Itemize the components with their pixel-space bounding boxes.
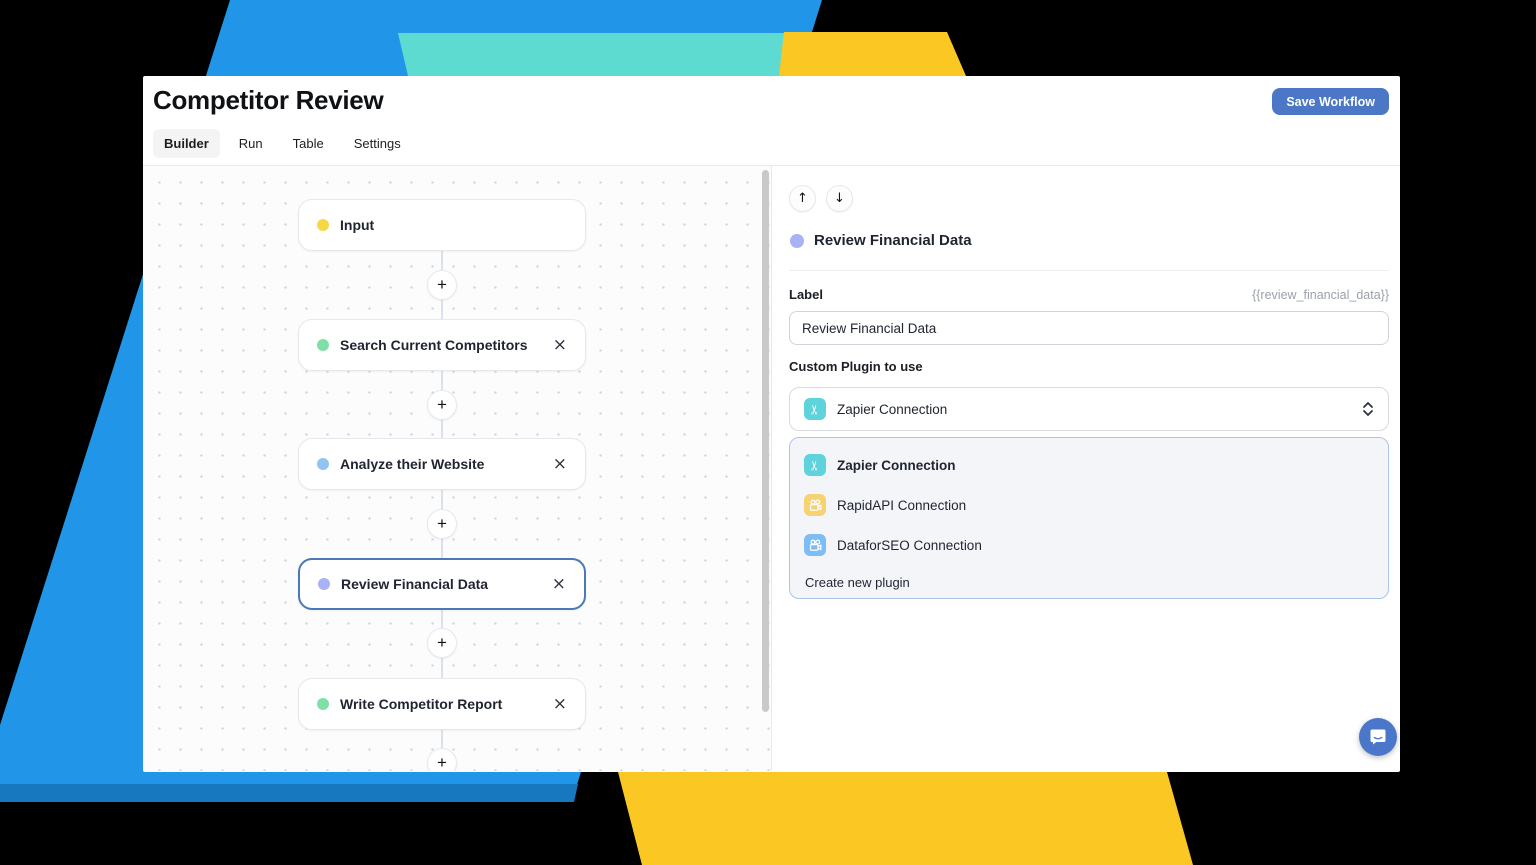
node-status-dot [317,698,329,710]
canvas-scrollbar[interactable] [762,170,769,712]
node-search-current-competitors[interactable]: Search Current Competitors × [298,319,586,371]
yellow-parallelogram-bottom [618,772,1193,865]
node-connector-line [441,221,443,771]
plugin-select[interactable]: ✂ Zapier Connection [789,387,1389,431]
node-label: Analyze their Website [340,456,485,472]
node-status-dot [317,219,329,231]
label-field-header: Label {{review_financial_data}} [789,287,1389,302]
label-field-label: Label [789,287,823,302]
add-step-button[interactable]: + [427,748,457,771]
label-input[interactable] [789,311,1389,345]
blue-parallelogram-edge [0,784,578,802]
tab-run[interactable]: Run [238,136,263,151]
teal-trapezoid [398,33,796,76]
close-icon[interactable]: × [551,573,566,594]
close-icon[interactable]: × [552,334,567,355]
selected-node-heading: Review Financial Data [790,232,972,249]
save-workflow-button[interactable]: Save Workflow [1272,88,1389,115]
node-review-financial-data[interactable]: Review Financial Data × [298,558,586,610]
node-label: Review Financial Data [341,576,489,592]
scissors-icon: ✂ [804,398,826,420]
node-status-dot [317,339,329,351]
tab-builder[interactable]: Builder [153,129,220,158]
node-status-dot [318,578,330,590]
divider [789,270,1389,271]
tab-table[interactable]: Table [292,136,324,151]
node-write-competitor-report[interactable]: Write Competitor Report × [298,678,586,730]
add-step-button[interactable]: + [427,270,457,300]
node-label: Write Competitor Report [340,696,503,712]
app-window: Competitor Review Save Workflow Builder … [143,76,1400,772]
move-up-button[interactable]: ↑ [789,185,816,212]
move-down-button[interactable]: ↓ [826,185,853,212]
close-icon[interactable]: × [552,693,567,714]
tab-settings[interactable]: Settings [353,136,401,151]
node-analyze-their-website[interactable]: Analyze their Website × [298,438,586,490]
dropdown-option-zapier-connection[interactable]: ✂ Zapier Connection [790,445,1388,485]
add-step-button[interactable]: + [427,509,457,539]
label-field-token: {{review_financial_data}} [1252,288,1389,302]
create-new-plugin-option[interactable]: Create new plugin [805,574,910,590]
video-camera-icon [804,494,826,516]
node-status-dot [790,233,804,248]
plugin-select-value: Zapier Connection [837,401,948,417]
chat-launcher-button[interactable] [1359,718,1397,756]
node-label: Search Current Competitors [340,337,528,353]
dropdown-option-dataforseo-connection[interactable]: DataforSEO Connection [790,525,1388,565]
tab-bar: Builder Run Table Settings [153,129,412,158]
plugin-dropdown-list: ✂ Zapier Connection [789,437,1389,599]
add-step-button[interactable]: + [427,390,457,420]
app-header: Competitor Review Save Workflow Builder … [143,76,1400,166]
scissors-icon: ✂ [804,454,826,476]
video-camera-icon [804,534,826,556]
plugin-field-label: Custom Plugin to use [789,359,923,374]
add-step-button[interactable]: + [427,628,457,658]
node-label: Input [340,217,375,233]
workflow-canvas[interactable]: Input + Search Current Competitors × + A… [143,166,772,771]
dropdown-option-rapidapi-connection[interactable]: RapidAPI Connection [790,485,1388,525]
selected-node-title: Review Financial Data [814,232,972,249]
node-input[interactable]: Input [298,199,586,251]
close-icon[interactable]: × [552,453,567,474]
node-inspector-panel: ↑ ↓ Review Financial Data Label {{review… [772,166,1400,771]
page-title: Competitor Review [153,85,384,115]
chevron-up-down-icon [1362,401,1374,417]
chat-bubble-icon [1370,729,1386,745]
yellow-trapezoid-top [779,32,966,76]
node-status-dot [317,458,329,470]
